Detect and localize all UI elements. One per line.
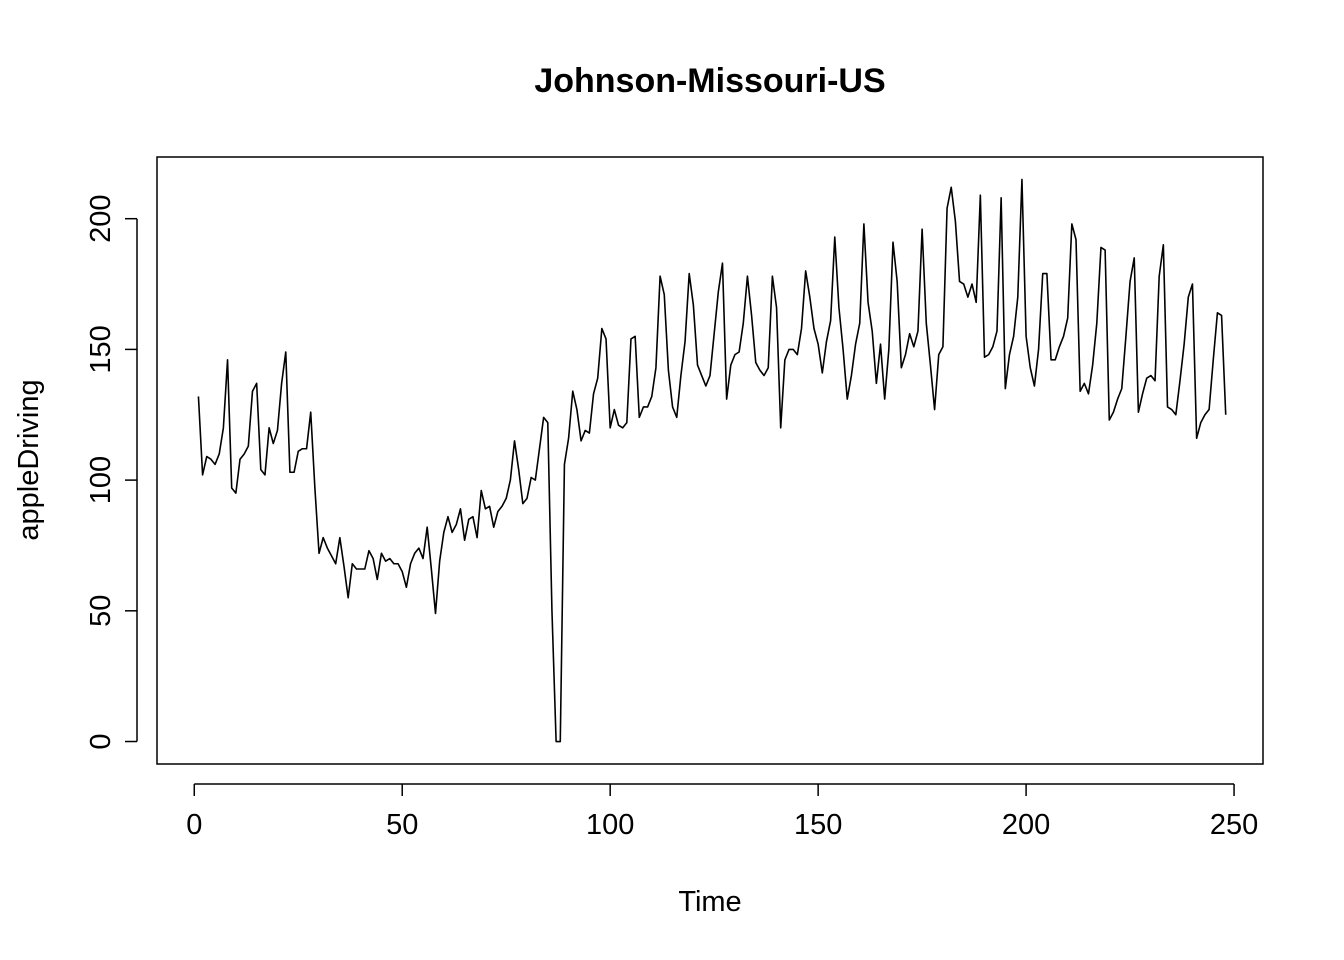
- y-tick-label: 150: [85, 325, 117, 373]
- x-tick-label: 0: [186, 809, 202, 841]
- plot-frame: [156, 156, 1264, 765]
- x-axis: 0 50 100 150 200 250: [186, 783, 1258, 841]
- series-line: [197, 178, 1227, 743]
- x-tick-label: 200: [1002, 809, 1050, 841]
- x-tick-label: 50: [386, 809, 418, 841]
- x-axis-label: Time: [678, 886, 741, 918]
- x-tick-label: 150: [794, 809, 842, 841]
- x-tick-label: 100: [586, 809, 634, 841]
- y-tick-label: 100: [85, 456, 117, 504]
- y-axis-label: appleDriving: [13, 379, 45, 540]
- chart-title: Johnson-Missouri-US: [534, 62, 885, 100]
- y-tick-label: 50: [85, 595, 117, 627]
- y-tick-label: 200: [85, 194, 117, 242]
- y-tick-label: 0: [85, 733, 117, 749]
- x-tick-label: 250: [1210, 809, 1258, 841]
- y-axis: 0 50 100 150 200: [85, 194, 138, 750]
